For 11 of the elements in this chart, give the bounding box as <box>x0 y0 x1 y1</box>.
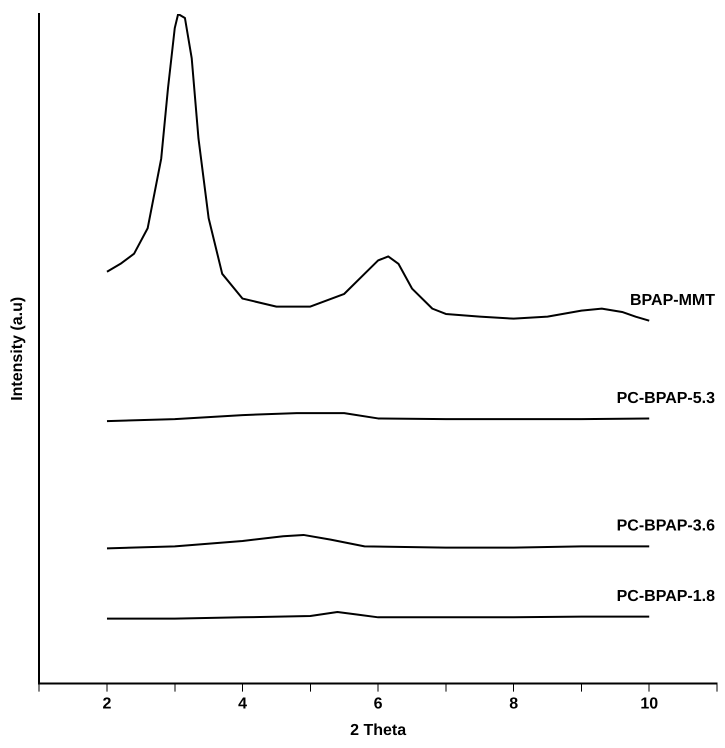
x-tick-label: 8 <box>509 696 518 713</box>
series-label: PC-BPAP-5.3 <box>616 390 716 407</box>
x-tick-label: 10 <box>640 696 658 713</box>
y-axis-title: Intensity (a.u) <box>9 296 26 401</box>
x-axis-title: 2 Theta <box>350 722 406 739</box>
series-label: PC-BPAP-1.8 <box>616 588 716 606</box>
series-label: BPAP-MMT <box>630 292 716 310</box>
x-tick-label: 2 <box>102 696 112 713</box>
x-tick-label: 4 <box>238 696 248 713</box>
x-tick-label: 6 <box>374 696 383 713</box>
series-label: PC-BPAP-3.6 <box>616 518 716 535</box>
